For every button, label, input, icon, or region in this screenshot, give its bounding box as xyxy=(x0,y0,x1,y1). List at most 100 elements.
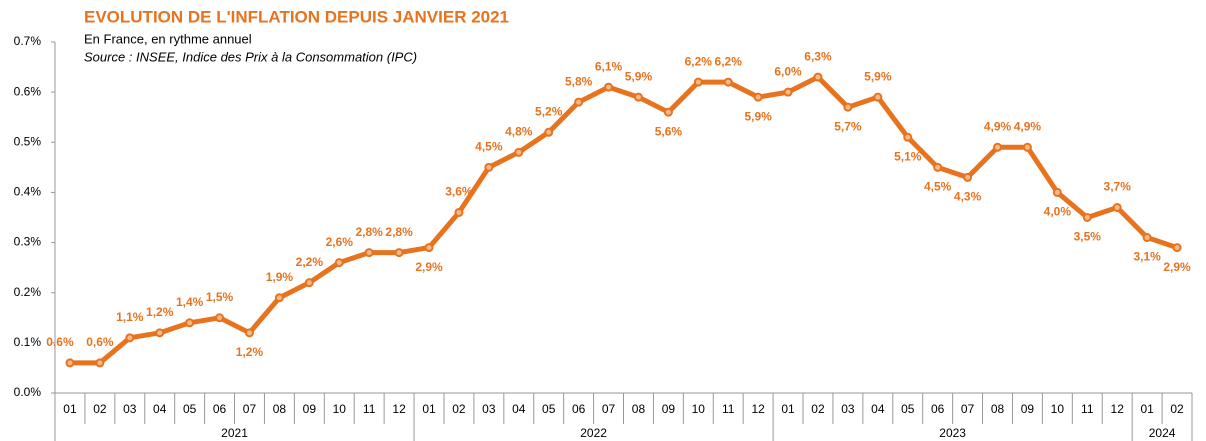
data-label: 1,9% xyxy=(266,270,294,284)
marker xyxy=(125,333,135,343)
marker xyxy=(424,243,434,253)
marker xyxy=(364,248,374,258)
x-tick-label: 03 xyxy=(482,402,496,416)
marker xyxy=(1052,187,1062,197)
marker xyxy=(843,102,853,112)
data-label: 5,9% xyxy=(625,69,653,83)
x-tick-label: 01 xyxy=(63,402,77,416)
x-tick-label: 12 xyxy=(1111,402,1125,416)
marker xyxy=(1142,233,1152,243)
x-tick-label: 05 xyxy=(542,402,556,416)
x-tick-label: 03 xyxy=(123,402,137,416)
data-label: 4,5% xyxy=(924,180,952,194)
data-label: 6,2% xyxy=(715,54,743,68)
data-label: 5,8% xyxy=(565,74,593,88)
x-tick-label: 09 xyxy=(1021,402,1035,416)
data-label: 2,6% xyxy=(326,235,354,249)
y-tick-label: 0.1% xyxy=(14,335,42,349)
data-label: 5,1% xyxy=(894,149,922,163)
x-tick-label: 04 xyxy=(153,402,167,416)
data-label: 1,1% xyxy=(116,310,144,324)
marker xyxy=(963,172,973,182)
marker xyxy=(783,87,793,97)
source: Source : INSEE, Indice des Prix à la Con… xyxy=(84,49,417,64)
x-tick-label: 07 xyxy=(961,402,975,416)
marker xyxy=(95,358,105,368)
data-label: 2,9% xyxy=(415,260,443,274)
data-label: 0,6% xyxy=(86,335,114,349)
data-label: 4,8% xyxy=(505,124,533,138)
marker xyxy=(633,92,643,102)
x-tick-label: 11 xyxy=(1081,402,1094,416)
marker xyxy=(514,147,524,157)
data-label: 5,6% xyxy=(655,124,683,138)
marker xyxy=(1022,142,1032,152)
data-label: 5,9% xyxy=(744,109,772,123)
marker xyxy=(1082,213,1092,222)
line xyxy=(69,74,1178,366)
x-tick-label: 05 xyxy=(901,402,915,416)
x-tick-label: 01 xyxy=(1140,402,1154,416)
marker xyxy=(484,162,494,172)
x-tick-label: 09 xyxy=(303,402,317,416)
data-label: 4,9% xyxy=(1014,119,1042,133)
y-tick-label: 0.2% xyxy=(14,285,42,299)
data-label: 2,8% xyxy=(385,225,413,239)
marker xyxy=(993,142,1003,152)
x-tick-label: 02 xyxy=(1170,402,1184,416)
marker xyxy=(903,132,913,142)
x-tick-label: 12 xyxy=(392,402,406,416)
data-label: 3,1% xyxy=(1133,250,1161,264)
x-tick-label: 06 xyxy=(572,402,586,416)
data-label: 4,3% xyxy=(954,190,982,204)
x-tick-label: 07 xyxy=(243,402,257,416)
marker xyxy=(155,328,165,338)
y-tick-label: 0.3% xyxy=(14,235,42,249)
x-tick-label: 08 xyxy=(632,402,646,416)
data-label: 6,3% xyxy=(804,49,832,63)
x-tick-label: 02 xyxy=(811,402,825,416)
data-label: 3,5% xyxy=(1074,230,1102,244)
x-tick-label: 10 xyxy=(333,402,347,416)
group-label: 2023 xyxy=(939,426,966,440)
data-label: 2,2% xyxy=(296,255,324,269)
marker xyxy=(185,318,195,328)
x-tick-label: 07 xyxy=(602,402,616,416)
marker xyxy=(873,92,883,102)
x-tick-label: 11 xyxy=(363,402,376,416)
data-label: 1,4% xyxy=(176,295,204,309)
marker xyxy=(753,92,763,102)
group-label: 2022 xyxy=(580,426,607,440)
x-tick-label: 06 xyxy=(213,402,227,416)
marker xyxy=(304,278,314,288)
data-label: 6,2% xyxy=(685,54,713,68)
x-tick-label: 02 xyxy=(93,402,107,416)
data-label: 1,5% xyxy=(206,290,234,304)
data-label: 5,2% xyxy=(535,104,563,118)
x-tick-label: 11 xyxy=(722,402,735,416)
marker xyxy=(663,107,673,117)
data-label: 2,8% xyxy=(355,225,383,239)
marker xyxy=(1112,202,1122,212)
data-label: 3,7% xyxy=(1104,180,1132,194)
marker xyxy=(723,77,733,87)
data-label: 4,5% xyxy=(475,140,503,154)
y-tick-label: 0.7% xyxy=(14,34,42,48)
marker xyxy=(693,77,703,87)
group-label: 2024 xyxy=(1149,426,1176,440)
marker xyxy=(454,207,464,217)
group-label: 2021 xyxy=(221,426,248,440)
y-tick-label: 0.5% xyxy=(14,134,42,148)
marker xyxy=(244,328,254,338)
x-tick-label: 02 xyxy=(452,402,466,416)
marker xyxy=(544,127,554,137)
data-label: 1,2% xyxy=(146,305,174,319)
data-label: 3,6% xyxy=(445,185,473,199)
x-tick-label: 10 xyxy=(692,402,706,416)
data-label: 6,0% xyxy=(774,64,802,78)
marker xyxy=(65,358,75,368)
x-tick-label: 04 xyxy=(871,402,885,416)
y-tick-label: 0.6% xyxy=(14,84,42,98)
x-tick-label: 01 xyxy=(781,402,795,416)
